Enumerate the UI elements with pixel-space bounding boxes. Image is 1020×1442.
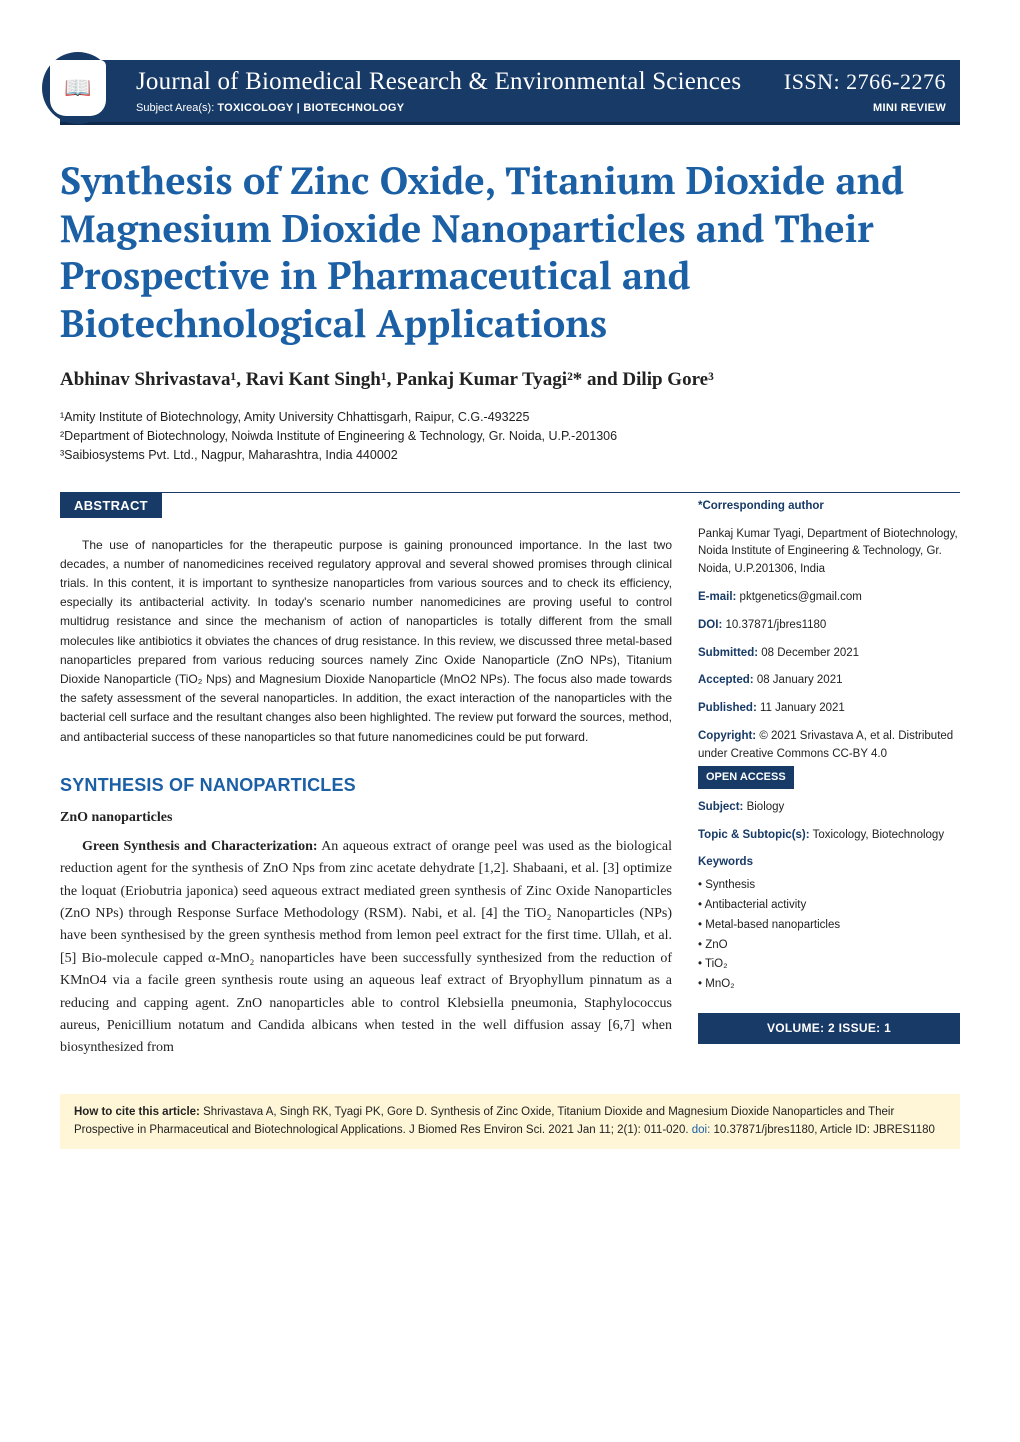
subject-label: Subject: <box>698 801 743 813</box>
paragraph-body: An aqueous extract of orange peel was us… <box>60 839 672 1056</box>
corresponding-author: Pankaj Kumar Tyagi, Department of Biotec… <box>698 526 960 579</box>
journal-logo: 📖 <box>42 52 114 124</box>
abstract-text: The use of nanoparticles for the therape… <box>60 536 672 747</box>
journal-subheader: Subject Area(s): TOXICOLOGY | BIOTECHNOL… <box>60 100 960 125</box>
keywords-label: Keywords <box>698 854 960 872</box>
subsection-heading: ZnO nanoparticles <box>60 810 672 826</box>
keyword-item: MnO₂ <box>698 975 960 995</box>
accepted-value: 08 January 2021 <box>757 674 843 686</box>
corresponding-author-label: *Corresponding author <box>698 493 960 516</box>
issn: ISSN: 2766-2276 <box>784 69 946 95</box>
keyword-item: ZnO <box>698 936 960 956</box>
doi-label: DOI: <box>698 619 722 631</box>
keyword-item: Synthesis <box>698 876 960 896</box>
paragraph-lead: Green Synthesis and Characterization: <box>82 839 318 854</box>
topic-value: Toxicology, Biotechnology <box>813 829 944 841</box>
subject-area: Subject Area(s): TOXICOLOGY | BIOTECHNOL… <box>136 102 404 114</box>
keyword-item: Antibacterial activity <box>698 896 960 916</box>
author-list: Abhinav Shrivastava¹, Ravi Kant Singh¹, … <box>60 367 960 394</box>
email-value: pktgenetics@gmail.com <box>740 591 862 603</box>
submitted-label: Submitted: <box>698 647 758 659</box>
subject-value: Biology <box>747 801 785 813</box>
affiliation-line: ²Department of Biotechnology, Noiwda Ins… <box>60 427 960 446</box>
subject-area-value: TOXICOLOGY | BIOTECHNOLOGY <box>217 102 404 114</box>
affiliation-line: ¹Amity Institute of Biotechnology, Amity… <box>60 408 960 427</box>
accepted-label: Accepted: <box>698 674 754 686</box>
open-access-badge: OPEN ACCESS <box>698 766 794 789</box>
subject-area-label: Subject Area(s): <box>136 102 214 114</box>
journal-name: Journal of Biomedical Research & Environ… <box>136 68 741 95</box>
published-value: 11 January 2021 <box>760 702 845 714</box>
affiliations: ¹Amity Institute of Biotechnology, Amity… <box>60 408 960 466</box>
abstract-heading: ABSTRACT <box>60 493 162 518</box>
article-type-badge: MINI REVIEW <box>873 102 946 114</box>
email-label: E-mail: <box>698 591 736 603</box>
doi-value: 10.37871/jbres1180 <box>725 619 826 631</box>
body-paragraph: Green Synthesis and Characterization: An… <box>60 836 672 1060</box>
volume-issue-badge: VOLUME: 2 ISSUE: 1 <box>698 1013 960 1044</box>
citation-label: How to cite this article: <box>74 1106 200 1118</box>
affiliation-line: ³Saibiosystems Pvt. Ltd., Nagpur, Mahara… <box>60 446 960 465</box>
article-title: Synthesis of Zinc Oxide, Titanium Dioxid… <box>60 157 960 347</box>
copyright-label: Copyright: <box>698 730 756 742</box>
keywords-list: Synthesis Antibacterial activity Metal-b… <box>698 876 960 995</box>
keyword-item: Metal-based nanoparticles <box>698 916 960 936</box>
citation-box: How to cite this article: Shrivastava A,… <box>60 1094 960 1150</box>
citation-doi-label: doi: <box>692 1124 711 1136</box>
topic-label: Topic & Subtopic(s): <box>698 829 810 841</box>
keyword-item: TiO₂ <box>698 955 960 975</box>
section-heading: SYNTHESIS OF NANOPARTICLES <box>60 775 672 796</box>
published-label: Published: <box>698 702 757 714</box>
article-sidebar: *Corresponding author Pankaj Kumar Tyagi… <box>698 493 960 1060</box>
citation-doi: 10.37871/jbres1180, Article ID: JBRES118… <box>710 1124 935 1136</box>
journal-header: 📖 Journal of Biomedical Research & Envir… <box>60 60 960 100</box>
book-icon: 📖 <box>50 60 106 116</box>
submitted-value: 08 December 2021 <box>761 647 859 659</box>
